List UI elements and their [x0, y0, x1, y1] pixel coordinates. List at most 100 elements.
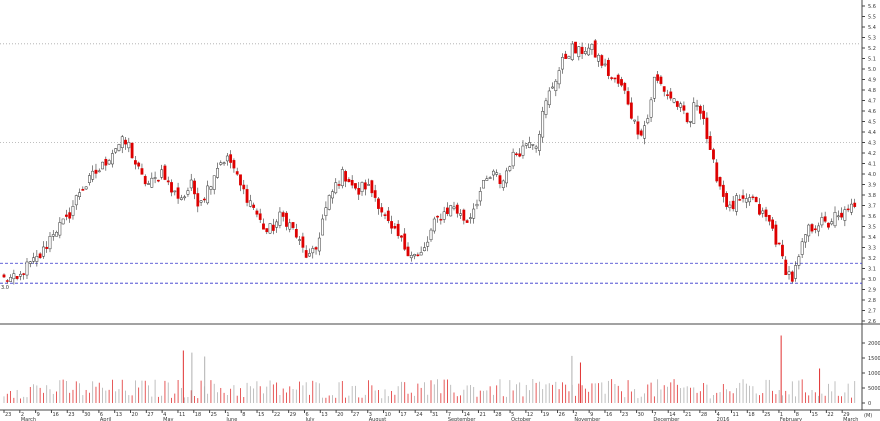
date-tick-label: 28: [495, 412, 501, 418]
candle-body: [301, 236, 305, 248]
candle-body: [455, 204, 459, 214]
price-tick-label: 3.6: [868, 214, 876, 220]
date-tick-label: 11: [179, 412, 185, 418]
candle-body: [419, 252, 423, 256]
candle-body: [156, 179, 160, 182]
candle-body: [68, 212, 72, 219]
candle-body: [393, 226, 397, 229]
candle-body: [291, 222, 295, 228]
candle-body: [662, 86, 666, 92]
candle-body: [603, 63, 607, 66]
candle-body: [25, 261, 29, 276]
candle-body: [767, 215, 771, 222]
candle-body: [150, 177, 154, 188]
candle-body: [620, 79, 623, 86]
candle-body: [544, 100, 548, 115]
candle-body: [511, 151, 515, 167]
price-tick-label: 5.1: [868, 57, 876, 63]
candle-body: [308, 253, 311, 257]
candle-body: [695, 105, 699, 107]
candle-body: [850, 203, 853, 213]
candle-body: [735, 195, 738, 212]
candle-body: [751, 196, 755, 199]
candle-body: [715, 162, 719, 182]
candle-body: [547, 90, 551, 106]
candle-body: [557, 70, 561, 85]
candle-body: [646, 118, 650, 124]
candle-body: [797, 256, 801, 266]
candle-body: [409, 255, 413, 259]
candle-body: [239, 174, 242, 186]
candle-body: [429, 229, 433, 241]
candle-body: [482, 180, 485, 189]
date-tick-label: 5: [511, 412, 514, 418]
candle-body: [199, 200, 203, 203]
candle-body: [505, 170, 508, 184]
candle-body: [577, 46, 581, 58]
candle-body: [140, 168, 144, 175]
candle-body: [738, 199, 742, 201]
date-tick-label: 2: [574, 412, 577, 418]
candle-body: [170, 182, 173, 193]
volume-tick-label: 20000: [868, 341, 880, 347]
date-tick-label: 6: [100, 412, 103, 418]
date-tick-label: 7: [448, 412, 451, 418]
month-label: March: [21, 417, 36, 421]
candle-body: [787, 271, 791, 275]
date-tick-label: 6: [305, 412, 308, 418]
month-label: June: [225, 417, 237, 421]
candle-body: [669, 91, 673, 99]
price-tick-label: 5.4: [868, 25, 876, 31]
candle-body: [28, 261, 32, 264]
month-label: October: [511, 417, 532, 421]
candle-body: [327, 195, 331, 210]
price-tick-label: 4.4: [868, 130, 876, 136]
month-label: August: [369, 417, 387, 421]
candle-body: [281, 212, 285, 217]
price-tick-label: 3.3: [868, 246, 876, 252]
candle-body: [153, 177, 157, 179]
date-tick-label: 8: [242, 412, 245, 418]
month-label: November: [574, 417, 601, 421]
candle-body: [534, 146, 538, 149]
candle-body: [426, 241, 430, 247]
candle-body: [524, 143, 528, 146]
candle-body: [248, 200, 252, 207]
candle-body: [127, 142, 131, 149]
candle-body: [804, 234, 807, 243]
date-tick-label: 15: [258, 412, 264, 418]
date-tick-label: 13: [321, 412, 327, 418]
candle-body: [777, 242, 781, 245]
candle-body: [383, 214, 387, 216]
candle-body: [160, 169, 164, 178]
candle-body: [639, 130, 643, 136]
candle-body: [74, 195, 78, 206]
candle-body: [827, 222, 830, 228]
candle-body: [262, 223, 265, 230]
candle-body: [528, 142, 531, 148]
date-tick-label: 25: [211, 412, 217, 418]
candle-body: [133, 160, 137, 165]
candle-body: [475, 203, 479, 207]
candle-body: [268, 223, 272, 234]
candle-body: [311, 248, 315, 254]
candle-body: [439, 218, 443, 221]
candle-body: [472, 208, 476, 219]
candle-body: [764, 209, 768, 217]
price-panel: 5.6 5.5 5.4 5.3 5.2 5.1 5.0 4.9 4.8 4.7 4.6 4.5 4.4 4…: [0, 0, 880, 410]
candle-body: [613, 77, 617, 80]
candle-body: [771, 219, 774, 229]
corner-label: (M): [864, 413, 872, 419]
candle-body: [853, 202, 857, 207]
candle-body: [537, 134, 541, 151]
candle-body: [560, 57, 564, 70]
candle-body: [469, 217, 472, 219]
candle-body: [45, 246, 49, 249]
candle-body: [38, 253, 42, 258]
date-tick-label: 20: [337, 412, 343, 418]
price-tick-label: 4.3: [868, 141, 876, 147]
candle-body: [656, 74, 660, 81]
month-label: 2016: [717, 417, 730, 421]
date-tick-label: 24: [416, 412, 422, 418]
candle-body: [360, 182, 364, 192]
